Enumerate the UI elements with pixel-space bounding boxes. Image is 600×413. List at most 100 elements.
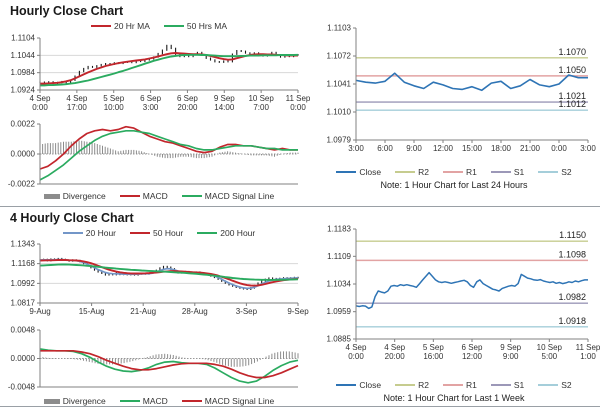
svg-text:1.0924: 1.0924 — [11, 86, 36, 95]
legend-label: 20 Hour — [85, 228, 117, 238]
legend-item: S2 — [538, 167, 572, 177]
legend-label: S2 — [561, 167, 572, 177]
svg-text:21:00: 21:00 — [520, 144, 541, 153]
svg-text:15:00: 15:00 — [462, 144, 483, 153]
svg-text:-0.0022: -0.0022 — [8, 180, 36, 189]
svg-text:20:00: 20:00 — [177, 103, 198, 112]
svg-text:15-Aug: 15-Aug — [79, 307, 105, 316]
legend-line-swatch-icon — [336, 170, 357, 174]
svg-text:5 Sep: 5 Sep — [103, 94, 124, 103]
legend-line-swatch-icon — [119, 399, 140, 403]
legend-label: 200 Hour — [220, 228, 256, 238]
svg-text:0:00: 0:00 — [348, 352, 364, 361]
legend-item: Divergence — [43, 191, 106, 201]
legend-item: MACD — [119, 191, 168, 201]
svg-text:0.0000: 0.0000 — [11, 354, 36, 363]
legend-item: 50 Hrs MA — [163, 21, 228, 31]
pivot-week-legend: Close R2 R1 S1 S2 — [312, 379, 596, 391]
svg-text:3-Sep: 3-Sep — [236, 307, 258, 316]
four-hourly-chart-title: 4 Hourly Close Chart — [10, 211, 134, 225]
legend-line-swatch-icon — [538, 383, 559, 387]
legend-label: R2 — [418, 380, 429, 390]
legend-line-swatch-icon — [442, 170, 463, 174]
legend-line-swatch-icon — [395, 170, 416, 174]
pivot-24h-note: Note: 1 Hour Chart for Last 24 Hours — [380, 180, 528, 190]
legend-item: 20 Hr MA — [90, 21, 150, 31]
legend-line-swatch-icon — [442, 383, 463, 387]
pivot-24h-chart: 1.1070 1.1050 1.1021 1.1012 1.1103 1.1072 1.10… — [312, 18, 597, 166]
hourly-price-chart: 1.1104 1.1044 1.0984 1.0924 4 Sep 0:00 4 Sep 17… — [6, 32, 312, 120]
svg-text:0.0022: 0.0022 — [11, 120, 36, 129]
svg-text:9-Sep: 9-Sep — [287, 307, 309, 316]
legend-label: MACD — [142, 396, 168, 406]
svg-text:6 Sep: 6 Sep — [177, 94, 198, 103]
svg-text:3:00: 3:00 — [143, 103, 159, 112]
svg-text:28-Aug: 28-Aug — [182, 307, 208, 316]
svg-text:7:00: 7:00 — [253, 103, 269, 112]
four-hourly-close-panel: 4 Hourly Close Chart 20 Hour 50 Hour 200 H… — [6, 209, 312, 409]
svg-text:10 Sep: 10 Sep — [248, 94, 274, 103]
legend-line-swatch-icon — [62, 231, 83, 235]
legend-line-swatch-icon — [119, 194, 140, 198]
legend-label: Divergence — [62, 191, 106, 201]
svg-text:1.1072: 1.1072 — [327, 52, 352, 61]
legend-label: S1 — [513, 167, 525, 177]
svg-text:3:00: 3:00 — [580, 144, 596, 153]
legend-line-swatch-icon — [336, 383, 357, 387]
legend-label: MACD Signal Line — [204, 396, 275, 406]
legend-line-swatch-icon — [538, 170, 559, 174]
svg-text:0.0000: 0.0000 — [11, 150, 36, 159]
svg-text:12:00: 12:00 — [462, 352, 483, 361]
svg-text:1.0982: 1.0982 — [558, 292, 586, 302]
svg-text:18:00: 18:00 — [491, 144, 512, 153]
legend-item: Close — [336, 167, 381, 177]
svg-text:4 Sep: 4 Sep — [66, 94, 87, 103]
legend-label: 50 Hour — [153, 228, 184, 238]
svg-text:1.1103: 1.1103 — [327, 24, 351, 33]
svg-text:-0.0048: -0.0048 — [8, 383, 36, 392]
svg-text:4 Sep: 4 Sep — [346, 343, 367, 352]
legend-label: 50 Hrs MA — [186, 21, 228, 31]
svg-text:1.1104: 1.1104 — [11, 34, 35, 43]
svg-text:1.1041: 1.1041 — [327, 80, 352, 89]
legend-line-swatch-icon — [197, 231, 218, 235]
svg-text:10:00: 10:00 — [104, 103, 125, 112]
legend-item: R2 — [395, 380, 429, 390]
svg-text:1.1021: 1.1021 — [558, 91, 586, 101]
svg-text:1.0918: 1.0918 — [558, 316, 586, 326]
svg-text:9:00: 9:00 — [503, 352, 519, 361]
four-hourly-price-chart: 1.1343 1.1168 1.0992 1.0817 9-Aug 15-Aug 21-Au… — [6, 239, 312, 325]
svg-text:1.0979: 1.0979 — [327, 136, 352, 145]
svg-text:12:00: 12:00 — [433, 144, 454, 153]
svg-text:1.1150: 1.1150 — [559, 230, 586, 240]
svg-text:1.1343: 1.1343 — [11, 240, 36, 249]
four-hourly-macd-legend: Divergence MACD MACD Signal Line — [6, 395, 312, 407]
legend-item: S1 — [490, 167, 525, 177]
bottom-divider — [0, 406, 600, 407]
svg-text:1.1109: 1.1109 — [327, 252, 351, 261]
svg-text:6:00: 6:00 — [377, 144, 393, 153]
legend-line-swatch-icon — [490, 170, 511, 174]
legend-item: S2 — [538, 380, 572, 390]
svg-text:9 Sep: 9 Sep — [500, 343, 521, 352]
svg-text:0.0048: 0.0048 — [11, 326, 36, 335]
svg-text:14:00: 14:00 — [214, 103, 235, 112]
svg-text:1.1183: 1.1183 — [327, 225, 351, 234]
legend-bar-swatch-icon — [43, 193, 60, 199]
legend-item: Divergence — [43, 396, 106, 406]
legend-line-swatch-icon — [90, 24, 111, 28]
legend-label: S1 — [513, 380, 525, 390]
svg-text:5 Sep: 5 Sep — [423, 343, 444, 352]
legend-label: R2 — [418, 167, 429, 177]
svg-text:1.0992: 1.0992 — [11, 279, 36, 288]
four-hourly-macd-chart: 0.0048 0.0000 -0.0048 — [6, 325, 312, 395]
svg-text:6 Sep: 6 Sep — [462, 343, 483, 352]
legend-label: MACD Signal Line — [204, 191, 275, 201]
legend-item: 200 Hour — [197, 228, 255, 238]
pivot-24h-panel: 1.1070 1.1050 1.1021 1.1012 1.1103 1.1072 1.10… — [312, 2, 597, 204]
legend-item: MACD Signal Line — [181, 191, 275, 201]
svg-text:21-Aug: 21-Aug — [130, 307, 156, 316]
hourly-macd-chart: 0.0022 0.0000 -0.0022 — [6, 120, 312, 190]
legend-item: R1 — [442, 167, 477, 177]
